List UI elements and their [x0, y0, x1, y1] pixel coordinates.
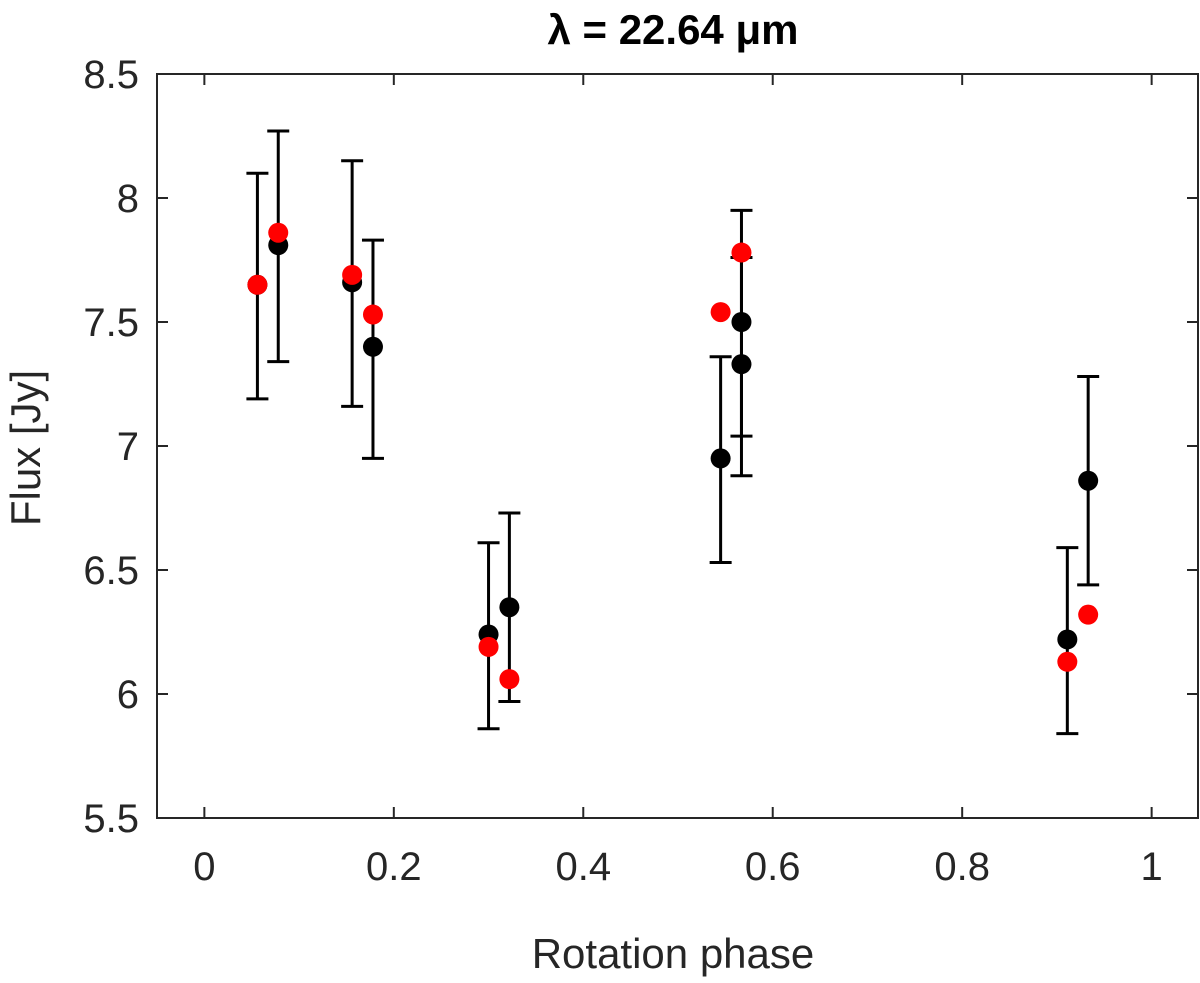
- x-axis: 0 0.2 0.4 0.6 0.8 1: [193, 74, 1163, 889]
- y-axis-label: Flux [Jy]: [2, 370, 49, 526]
- observed-point: [731, 354, 752, 375]
- observed-point: [362, 336, 383, 357]
- y-tick-label: 7.5: [83, 301, 139, 345]
- plot-area: [156, 73, 1199, 819]
- x-tick-label: 0.2: [366, 845, 422, 889]
- model-point: [499, 669, 520, 690]
- observed-point: [1057, 629, 1078, 650]
- model-point: [362, 304, 383, 325]
- x-tick-label: 0: [193, 845, 215, 889]
- x-axis-label: Rotation phase: [532, 930, 815, 977]
- y-tick-label: 7: [117, 425, 139, 469]
- observed-point: [710, 448, 731, 469]
- y-tick-label: 6.5: [83, 549, 139, 593]
- model-point: [1078, 604, 1099, 625]
- model-point: [731, 242, 752, 263]
- model-point: [1057, 651, 1078, 672]
- plot-frame: [156, 73, 1199, 819]
- model-point: [710, 302, 731, 323]
- observed-point: [499, 597, 520, 618]
- x-tick-label: 0.6: [745, 845, 801, 889]
- y-axis: 5.5 6 6.5 7 7.5 8 8.5: [83, 53, 1198, 841]
- y-tick-label: 5.5: [83, 797, 139, 841]
- data-marks: [246, 129, 1100, 736]
- observed-point: [731, 312, 752, 332]
- observed-point: [1078, 470, 1099, 491]
- model-point: [478, 636, 499, 657]
- x-tick-label: 0.8: [934, 845, 990, 889]
- model-point: [247, 274, 268, 295]
- y-tick-label: 8.5: [83, 53, 139, 97]
- x-tick-label: 0.4: [555, 845, 611, 889]
- model-point: [268, 222, 289, 243]
- y-tick-label: 6: [117, 673, 139, 717]
- x-tick-label: 1: [1141, 845, 1163, 889]
- y-tick-label: 8: [117, 177, 139, 221]
- model-point: [342, 264, 363, 285]
- chart-title: λ = 22.64 μm: [547, 6, 798, 53]
